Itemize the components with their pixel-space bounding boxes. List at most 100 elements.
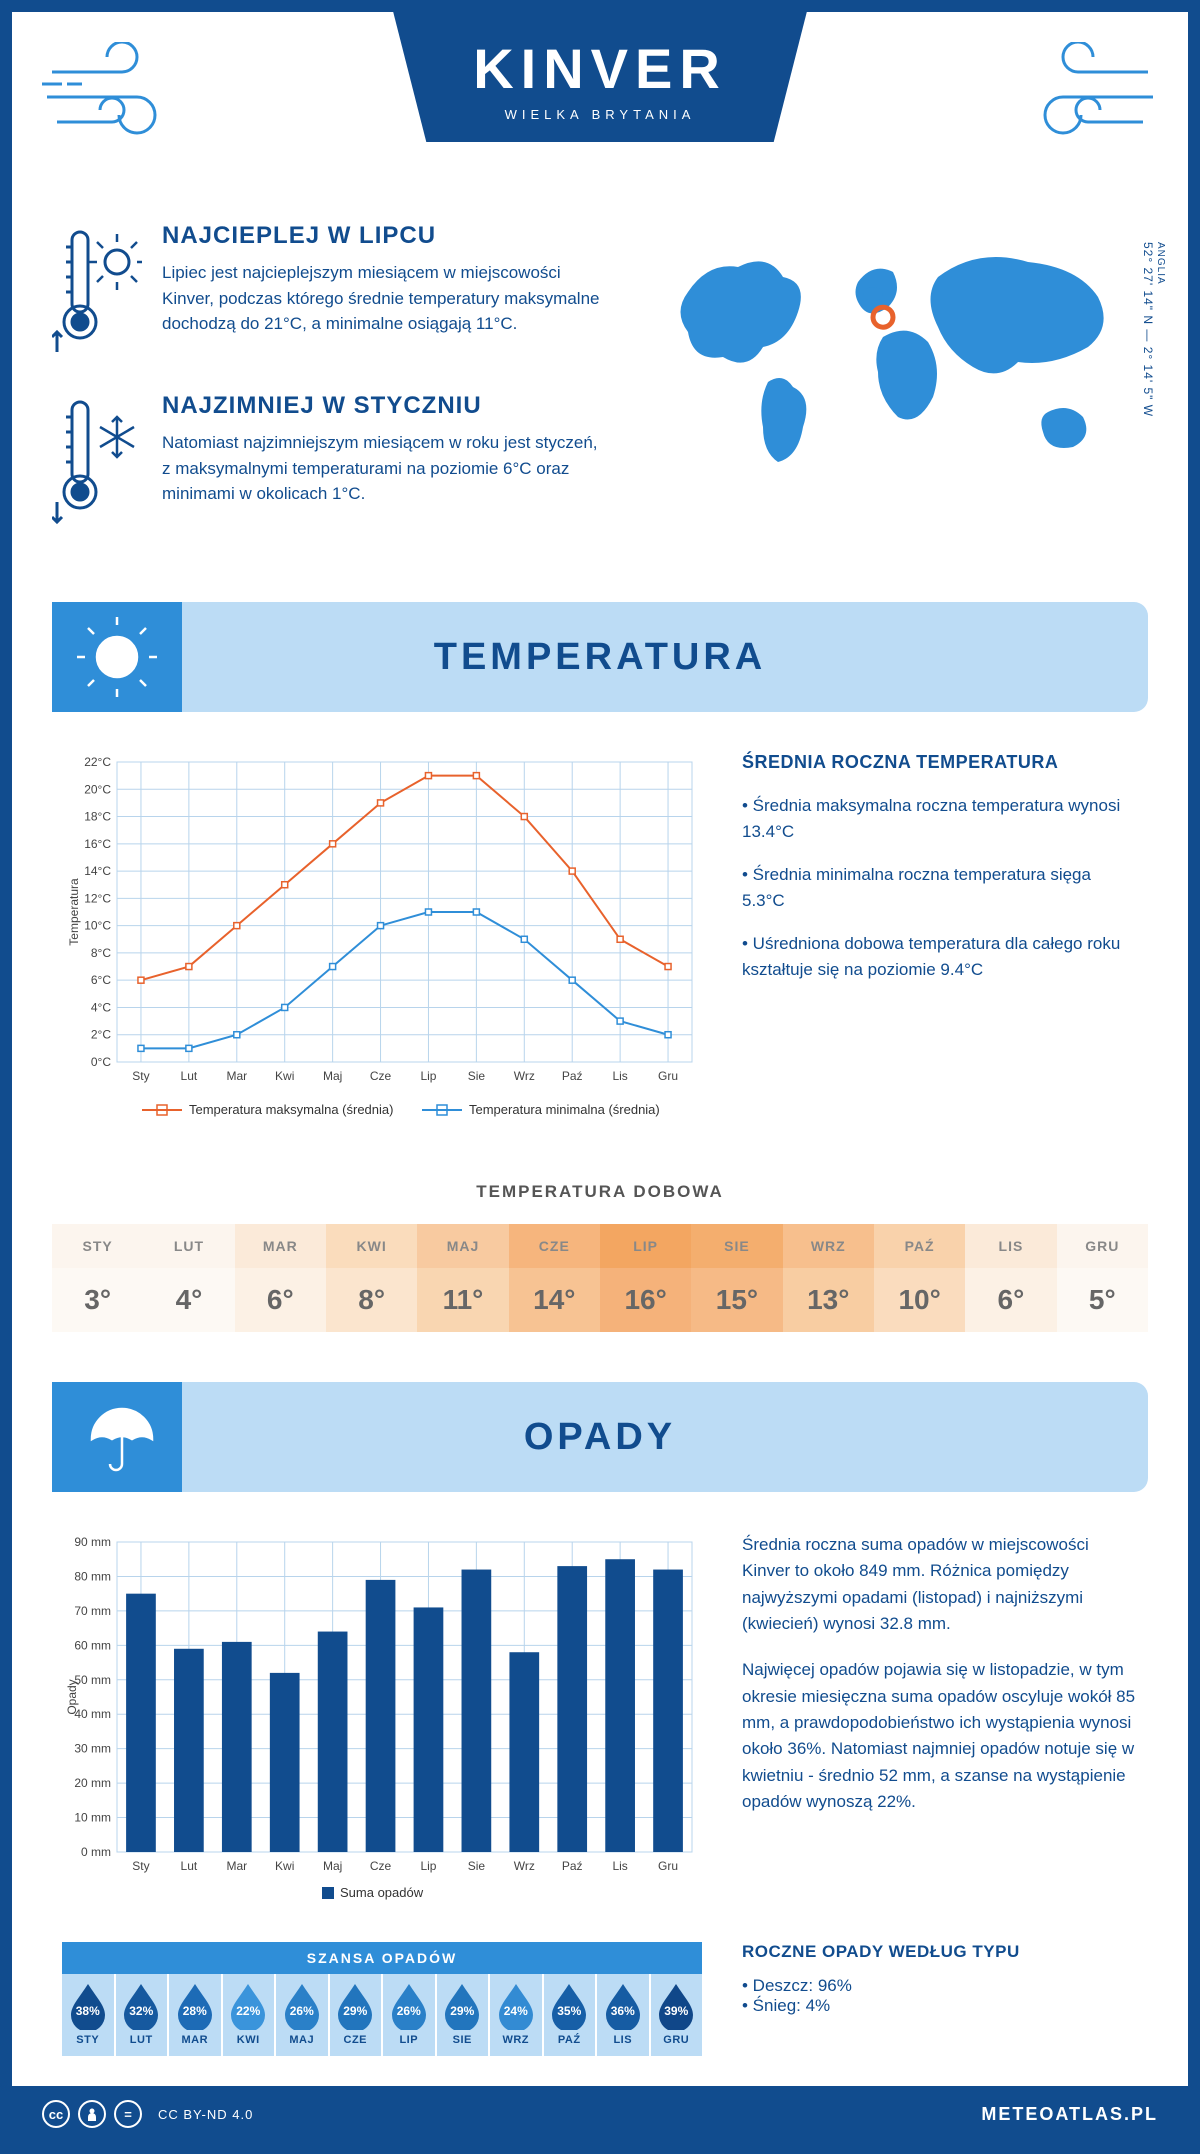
precipitation-summary: Średnia roczna suma opadów w miejscowośc… — [742, 1532, 1138, 1912]
daily-value: 10° — [874, 1268, 965, 1332]
warmest-text: Lipiec jest najcieplejszym miesiącem w m… — [162, 260, 608, 337]
drop-icon: 35% — [548, 1982, 590, 2030]
chance-month: LIP — [383, 2034, 435, 2046]
svg-text:16°C: 16°C — [84, 837, 111, 851]
svg-text:50 mm: 50 mm — [74, 1673, 111, 1687]
precipitation-bar-chart: 0 mm10 mm20 mm30 mm40 mm50 mm60 mm70 mm8… — [62, 1532, 702, 1912]
header: KINVER WIELKA BRYTANIA — [12, 12, 1188, 212]
chance-month: MAJ — [276, 2034, 328, 2046]
svg-text:Cze: Cze — [370, 1859, 392, 1873]
daily-cell: MAJ11° — [417, 1224, 508, 1332]
svg-text:18°C: 18°C — [84, 810, 111, 824]
chance-cell: 26% LIP — [383, 1974, 437, 2056]
svg-text:Kwi: Kwi — [275, 1069, 294, 1083]
svg-text:0 mm: 0 mm — [81, 1845, 111, 1859]
temperature-header: TEMPERATURA — [52, 602, 1148, 712]
page-title: KINVER — [473, 36, 727, 101]
chance-cell: 28% MAR — [169, 1974, 223, 2056]
svg-text:Mar: Mar — [226, 1069, 247, 1083]
svg-text:Lip: Lip — [420, 1859, 436, 1873]
drop-icon: 32% — [120, 1982, 162, 2030]
daily-cell: LUT4° — [143, 1224, 234, 1332]
warmest-block: NAJCIEPLEJ W LIPCU Lipiec jest najcieple… — [52, 222, 608, 362]
coords-value: 52° 27' 14" N — 2° 14' 5" W — [1141, 242, 1155, 417]
daily-temp-table: STY3°LUT4°MAR6°KWI8°MAJ11°CZE14°LIP16°SI… — [52, 1224, 1148, 1332]
chance-cell: 35% PAŹ — [544, 1974, 598, 2056]
daily-value: 8° — [326, 1268, 417, 1332]
svg-text:2°C: 2°C — [91, 1028, 111, 1042]
drop-icon: 22% — [227, 1982, 269, 2030]
daily-value: 6° — [235, 1268, 326, 1332]
daily-cell: SIE15° — [691, 1224, 782, 1332]
chance-month: MAR — [169, 2034, 221, 2046]
temperature-line-chart: 0°C2°C4°C6°C8°C10°C12°C14°C16°C18°C20°C2… — [62, 752, 702, 1132]
daily-month: GRU — [1057, 1224, 1148, 1268]
precipitation-title: OPADY — [182, 1416, 1148, 1459]
chance-cell: 22%KWI — [223, 1974, 277, 2056]
page-subtitle: WIELKA BRYTANIA — [473, 107, 727, 122]
temperature-title: TEMPERATURA — [182, 636, 1148, 679]
daily-month: LIP — [600, 1224, 691, 1268]
daily-value: 4° — [143, 1268, 234, 1332]
drop-icon: 29% — [334, 1982, 376, 2030]
chance-month: CZE — [330, 2034, 382, 2046]
chance-pct: 26% — [388, 2004, 430, 2018]
svg-text:Paź: Paź — [562, 1069, 583, 1083]
chance-cell: 29% SIE — [437, 1974, 491, 2056]
chance-title: SZANSA OPADÓW — [62, 1942, 702, 1974]
svg-text:40 mm: 40 mm — [74, 1707, 111, 1721]
temp-bullet: • Uśredniona dobowa temperatura dla całe… — [742, 931, 1138, 982]
coldest-title: NAJZIMNIEJ W STYCZNIU — [162, 392, 608, 420]
daily-value: 5° — [1057, 1268, 1148, 1332]
chance-month: LIS — [597, 2034, 649, 2046]
chance-section: SZANSA OPADÓW 38%STY32%LUT28%MAR22%KWI26… — [62, 1942, 1138, 2056]
drop-icon: 28% — [174, 1982, 216, 2030]
svg-text:Paź: Paź — [562, 1859, 583, 1873]
chance-month: SIE — [437, 2034, 489, 2046]
precip-type-title: ROCZNE OPADY WEDŁUG TYPU — [742, 1942, 1138, 1962]
chance-pct: 39% — [655, 2004, 697, 2018]
daily-cell: LIS6° — [965, 1224, 1056, 1332]
svg-text:Kwi: Kwi — [275, 1859, 294, 1873]
drop-icon: 29% — [441, 1982, 483, 2030]
thermometer-sun-icon — [52, 222, 142, 362]
daily-cell: WRZ13° — [783, 1224, 874, 1332]
daily-temp-title: TEMPERATURA DOBOWA — [12, 1182, 1188, 1202]
sun-icon — [52, 602, 182, 712]
svg-text:Wrz: Wrz — [514, 1859, 535, 1873]
daily-value: 16° — [600, 1268, 691, 1332]
svg-text:8°C: 8°C — [91, 946, 111, 960]
svg-text:90 mm: 90 mm — [74, 1535, 111, 1549]
daily-cell: MAR6° — [235, 1224, 326, 1332]
daily-cell: LIP16° — [600, 1224, 691, 1332]
chance-pct: 29% — [441, 2004, 483, 2018]
svg-text:Lis: Lis — [612, 1859, 627, 1873]
svg-text:6°C: 6°C — [91, 973, 111, 987]
svg-text:Lip: Lip — [420, 1069, 436, 1083]
svg-text:Temperatura: Temperatura — [67, 878, 81, 946]
svg-text:Opady: Opady — [65, 1679, 79, 1714]
daily-month: WRZ — [783, 1224, 874, 1268]
svg-text:Sty: Sty — [132, 1069, 149, 1083]
svg-text:70 mm: 70 mm — [74, 1604, 111, 1618]
svg-text:Gru: Gru — [658, 1069, 678, 1083]
chance-pct: 38% — [67, 2004, 109, 2018]
daily-month: KWI — [326, 1224, 417, 1268]
svg-text:Maj: Maj — [323, 1069, 342, 1083]
temperature-summary: ŚREDNIA ROCZNA TEMPERATURA • Średnia mak… — [742, 752, 1138, 1132]
coldest-block: NAJZIMNIEJ W STYCZNIU Natomiast najzimni… — [52, 392, 608, 532]
cc-icons: cc = — [42, 2100, 142, 2128]
chance-month: PAŹ — [544, 2034, 596, 2046]
daily-month: CZE — [509, 1224, 600, 1268]
chance-cell: 39%GRU — [651, 1974, 703, 2056]
daily-month: MAJ — [417, 1224, 508, 1268]
chance-cell: 26%MAJ — [276, 1974, 330, 2056]
chance-pct: 29% — [334, 2004, 376, 2018]
daily-value: 6° — [965, 1268, 1056, 1332]
daily-month: SIE — [691, 1224, 782, 1268]
chance-pct: 35% — [548, 2004, 590, 2018]
chance-pct: 24% — [495, 2004, 537, 2018]
chance-pct: 32% — [120, 2004, 162, 2018]
daily-cell: CZE14° — [509, 1224, 600, 1332]
svg-text:Suma opadów: Suma opadów — [340, 1885, 424, 1900]
